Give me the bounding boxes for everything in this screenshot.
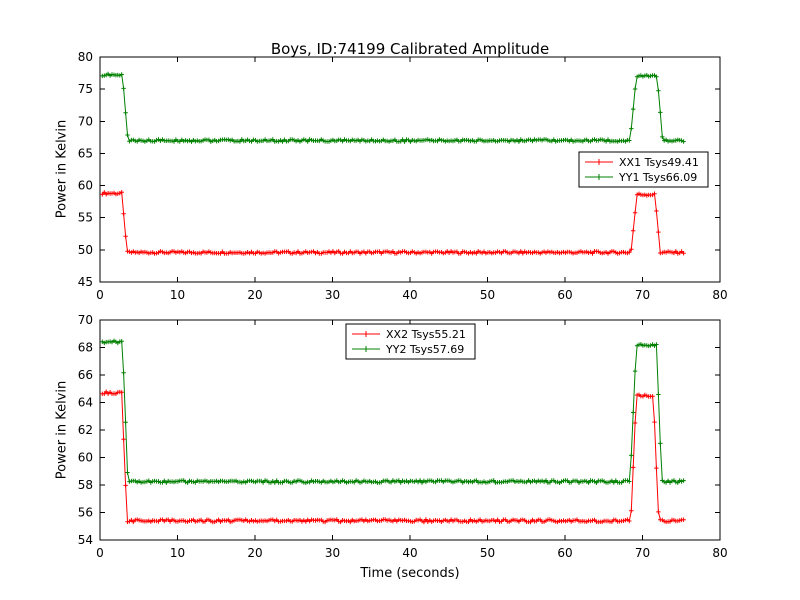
y-tick-label: 66 (78, 368, 93, 382)
x-tick-label: 50 (480, 546, 495, 560)
x-tick-label: 20 (247, 288, 262, 302)
tick-labels: 0 10 20 30 40 50 60 70 80 45 50 55 60 65 70 75 80 (78, 50, 728, 302)
series-XX2 (100, 389, 686, 525)
y-tick-label: 70 (78, 313, 93, 327)
plus-marker-icon (596, 174, 602, 180)
y-tick-label: 60 (78, 179, 93, 193)
series-markers (100, 338, 686, 485)
y-tick-label: 54 (78, 533, 93, 547)
x-tick-label: 30 (325, 288, 340, 302)
x-tick-label: 20 (247, 546, 262, 560)
y-tick-label: 58 (78, 478, 93, 492)
tick-labels: 0 10 20 30 40 50 60 70 80 54 56 58 60 62 64 66 68 70 (78, 313, 728, 560)
legend-label: YY2 Tsys57.69 (385, 343, 464, 356)
legend-label: YY1 Tsys66.09 (618, 171, 697, 184)
y-tick-label: 80 (78, 50, 93, 64)
y-axis-label-top: Power in Kelvin (54, 119, 70, 219)
x-tick-label: 40 (402, 288, 417, 302)
y-axis-label-bottom: Power in Kelvin (54, 380, 70, 480)
legend: XX2 Tsys55.21 YY2 Tsys57.69 (345, 323, 476, 360)
x-tick-label: 60 (557, 288, 572, 302)
y-tick-label: 56 (78, 506, 93, 520)
x-tick-label: 70 (635, 546, 650, 560)
x-axis-label: Time (seconds) (360, 566, 460, 581)
y-tick-label: 75 (78, 82, 93, 96)
x-tick-label: 80 (712, 546, 727, 560)
legend: XX1 Tsys49.41 YY1 Tsys66.09 (578, 151, 709, 188)
series-markers (100, 389, 686, 525)
x-tick-label: 30 (325, 546, 340, 560)
series-XX1 (100, 190, 686, 256)
plus-marker-icon (363, 331, 369, 337)
y-tick-label: 64 (78, 396, 93, 410)
series-YY1 (100, 71, 686, 144)
plus-marker-icon (363, 346, 369, 352)
y-tick-label: 62 (78, 423, 93, 437)
y-tick-label: 55 (78, 211, 93, 225)
series-markers (100, 71, 686, 144)
y-tick-label: 65 (78, 146, 93, 160)
x-tick-label: 60 (557, 546, 572, 560)
x-tick-label: 10 (170, 288, 185, 302)
axes-bottom: 0 10 20 30 40 50 60 70 80 54 56 58 60 62 64 66 68 70 XX2 T… (78, 313, 728, 560)
y-tick-label: 68 (78, 341, 93, 355)
y-tick-label: 70 (78, 114, 93, 128)
y-tick-label: 50 (78, 243, 93, 257)
legend-box (578, 151, 709, 188)
x-tick-label: 0 (96, 546, 104, 560)
chart-title: Boys, ID:74199 Calibrated Amplitude (270, 40, 550, 58)
legend-label: XX2 Tsys55.21 (386, 328, 466, 341)
plus-marker-icon (596, 159, 602, 165)
legend-box (345, 323, 476, 360)
x-tick-label: 70 (635, 288, 650, 302)
axes-top: 0 10 20 30 40 50 60 70 80 45 50 55 60 65 70 75 80 XX1 Tsy… (78, 50, 728, 302)
legend-label: XX1 Tsys49.41 (619, 156, 699, 169)
x-tick-label: 50 (480, 288, 495, 302)
tick-marks (99, 56, 721, 283)
y-tick-label: 45 (78, 275, 93, 289)
tick-marks (99, 319, 721, 541)
x-tick-label: 10 (170, 546, 185, 560)
series-YY2 (100, 338, 686, 485)
y-tick-label: 60 (78, 451, 93, 465)
x-tick-label: 0 (96, 288, 104, 302)
x-tick-label: 80 (712, 288, 727, 302)
x-tick-label: 40 (402, 546, 417, 560)
series-markers (100, 190, 686, 256)
